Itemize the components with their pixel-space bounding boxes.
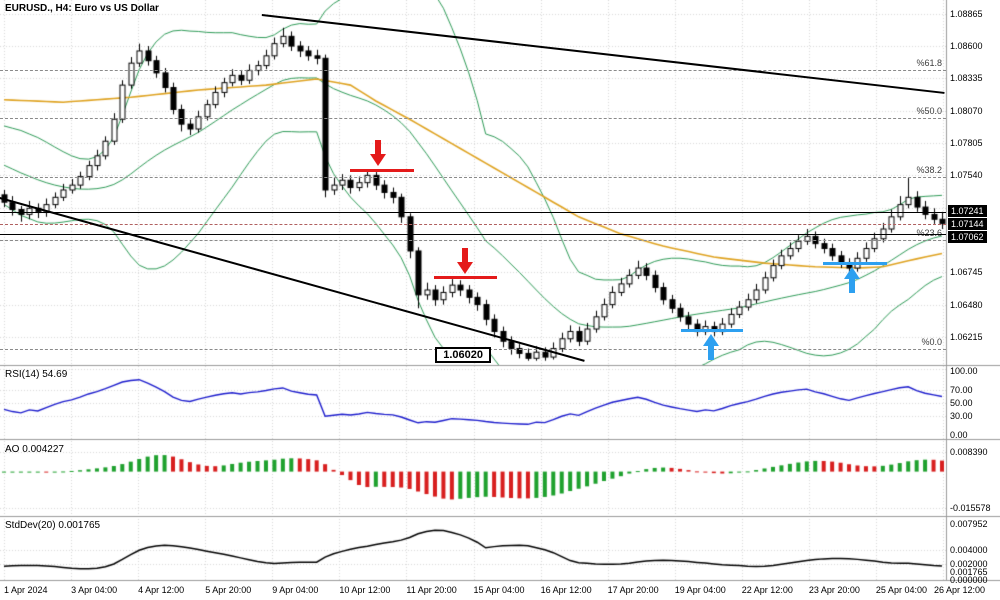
time-axis-label: 1 Apr 2024 [4,585,48,595]
price-axis-label: 1.06745 [950,267,983,278]
horizontal-line[interactable] [0,234,946,235]
ao-axis-label: -0.015578 [950,502,991,513]
bid-price-line [0,224,946,225]
time-axis-label: 16 Apr 12:00 [540,585,592,595]
price-axis-label: 1.08865 [950,8,983,19]
arrow-head [369,154,386,167]
price-axis-label: 1.08335 [950,73,983,84]
arrow-shaft [462,247,469,263]
ao-indicator-label: AO 0.004227 [5,444,64,455]
fib-retracement-line[interactable] [0,177,946,178]
time-axis-label: 22 Apr 12:00 [741,585,793,595]
arrow-head [457,261,474,274]
rsi-axis-label: 0.00 [950,430,968,440]
arrow-shaft [374,140,381,156]
stddev-axis-label: 0.002000 [950,558,988,569]
stddev-axis-label: 0.001765 [950,566,988,577]
sell-level-line[interactable] [349,168,414,172]
fib-level-label: %38.2 [916,164,942,175]
stddev-axis-label: 0.007952 [950,519,988,529]
ao-axis-label: 0.008390 [950,447,988,457]
stddev-axis-label: 0.004000 [950,545,988,556]
rsi-axis-label: 70.00 [950,385,973,396]
buy-level-line[interactable] [822,261,888,265]
fib-retracement-line[interactable] [0,118,946,119]
fib-level-label: %61.8 [916,58,942,69]
fib-retracement-line[interactable] [0,240,946,241]
sell-arrow-icon[interactable] [457,247,474,274]
price-badge: 1.07241 [948,205,987,218]
price-axis-label: 1.06215 [950,331,983,342]
time-axis-label: 11 Apr 20:00 [406,585,457,595]
fib-level-label: %50.0 [916,106,942,117]
rsi-indicator-label: RSI(14) 54.69 [5,369,68,380]
buy-arrow-icon[interactable] [703,334,720,361]
chart-title: EURUSD., H4: Euro vs US Dollar [5,3,159,14]
rsi-axis-label: 30.00 [950,410,973,421]
price-axis-label: 1.07805 [950,138,983,149]
fib-level-label: %0.0 [921,336,942,347]
price-axis-label: 1.08070 [950,105,983,116]
stddev-indicator-label: StdDev(20) 0.001765 [5,520,101,531]
buy-level-line[interactable] [680,328,743,332]
time-axis-label: 26 Apr 12:00 [934,585,986,595]
low-price-label[interactable]: 1.06020 [435,346,491,363]
arrow-shaft [849,278,856,294]
rsi-axis-label: 50.00 [950,398,973,408]
arrow-head [844,267,861,280]
price-badge: 1.07144 [948,218,987,231]
arrow-head [703,334,720,347]
time-axis-label: 17 Apr 20:00 [607,585,659,595]
time-axis-label: 4 Apr 12:00 [138,585,185,595]
buy-arrow-icon[interactable] [844,267,861,294]
time-axis-label: 15 Apr 04:00 [473,585,525,595]
price-axis-label: 1.08600 [950,41,983,52]
time-axis-label: 23 Apr 20:00 [808,585,860,595]
stddev-axis-label: 0.000000 [950,574,988,585]
horizontal-line[interactable] [0,212,946,213]
price-axis-label: 1.06480 [950,299,983,310]
time-axis-label: 3 Apr 04:00 [71,585,118,595]
time-axis-label: 25 Apr 04:00 [875,585,927,595]
time-axis-label: 9 Apr 04:00 [272,585,319,595]
time-axis-label: 19 Apr 04:00 [674,585,726,595]
fib-level-label: %23.6 [916,227,942,238]
time-axis-label: 10 Apr 12:00 [339,585,391,595]
fib-retracement-line[interactable] [0,70,946,71]
arrow-shaft [708,345,715,361]
time-axis-label: 5 Apr 20:00 [205,585,252,595]
price-axis-label: 1.07540 [950,170,983,181]
sell-level-line[interactable] [434,276,497,280]
sell-arrow-icon[interactable] [369,140,386,167]
price-badge: 1.07062 [948,231,987,244]
rsi-axis-label: 100.00 [950,366,978,376]
